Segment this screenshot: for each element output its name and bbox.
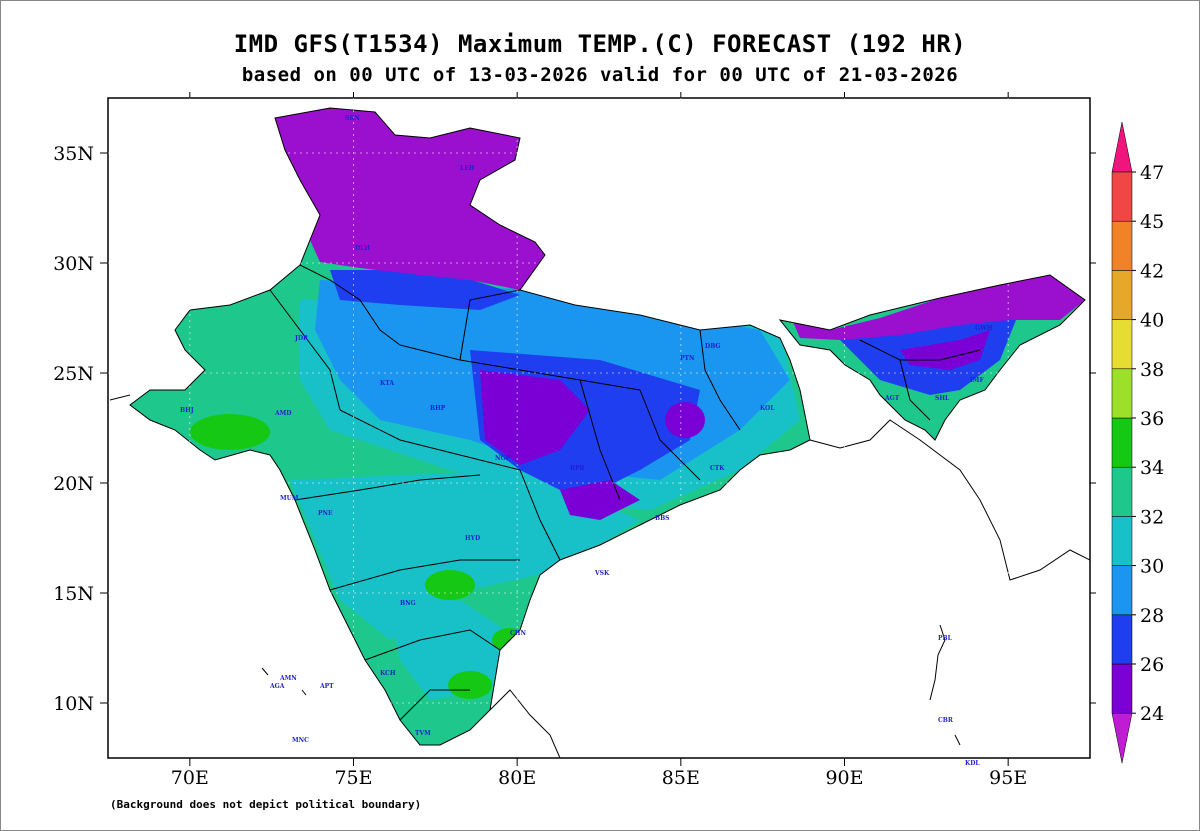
station-label-layer: SRN DLH JDR KTA BHP NGP RPR PTN KOL GWH IMF AMD BHJ M… xyxy=(180,115,993,767)
station-label: PNE xyxy=(318,510,333,517)
colorbar-bin xyxy=(1111,516,1133,566)
lat-label: 35N xyxy=(53,143,94,165)
lat-label: 20N xyxy=(53,473,94,495)
station-label: BBS xyxy=(655,515,669,522)
colorbar-label: 42 xyxy=(1140,260,1164,282)
colorbar-bin xyxy=(1111,319,1133,370)
lat-label: 10N xyxy=(53,693,94,715)
station-label: SHL xyxy=(935,395,950,402)
station-label: DLH xyxy=(355,245,370,252)
station-label: IMF xyxy=(970,377,984,384)
station-label: AMN xyxy=(279,675,297,682)
colorbar-bin xyxy=(1111,614,1133,665)
colorbar-label: 24 xyxy=(1140,703,1164,725)
chart-title: IMD GFS(T1534) Maximum TEMP.(C) FORECAST… xyxy=(233,30,967,58)
station-label: RPR xyxy=(570,465,585,472)
station-label: LEH xyxy=(460,165,475,172)
lon-label: 70E xyxy=(171,767,209,789)
station-label: HYD xyxy=(465,535,480,542)
station-label: BHJ xyxy=(180,407,194,414)
station-label: JDR xyxy=(294,335,309,342)
station-label: MNC xyxy=(292,737,309,744)
lat-label: 25N xyxy=(53,363,94,385)
colorbar-bin xyxy=(1111,220,1133,271)
colorbar-label: 30 xyxy=(1140,556,1164,578)
station-label: APT xyxy=(319,683,334,690)
footnote: (Background does not depict political bo… xyxy=(110,798,422,811)
colorbar-label: 38 xyxy=(1140,359,1164,381)
colorbar-label: 32 xyxy=(1140,506,1164,528)
colorbar-bin xyxy=(1111,565,1133,616)
colorbar-label: 36 xyxy=(1140,408,1164,430)
lon-label: 80E xyxy=(498,767,536,789)
colorbar-label: 34 xyxy=(1140,457,1164,479)
lon-label: 75E xyxy=(334,767,372,789)
station-label: GWH xyxy=(975,325,993,332)
lon-label: 95E xyxy=(989,767,1027,789)
colorbar-under-arrow xyxy=(1111,712,1133,764)
station-label: AMD xyxy=(274,410,292,417)
colorbar-label: 45 xyxy=(1140,211,1164,233)
lon-label: 85E xyxy=(662,767,700,789)
station-label: CHN xyxy=(510,630,526,637)
colorbar-bin xyxy=(1111,171,1133,222)
boundary-lines xyxy=(109,107,1090,758)
station-label: NGP xyxy=(495,455,511,462)
station-label: KOL xyxy=(760,405,775,412)
colorbar-bin xyxy=(1111,417,1133,468)
station-label: BHP xyxy=(430,405,446,412)
colorbar: 24 26 28 30 32 34 36 38 40 42 45 47 xyxy=(1111,121,1164,764)
colorbar-label: 28 xyxy=(1140,605,1164,627)
colorbar-bin xyxy=(1111,368,1133,419)
station-label: KTA xyxy=(380,380,394,387)
station-label: AGA xyxy=(269,683,285,690)
chart-subtitle: based on 00 UTC of 13-03-2026 valid for … xyxy=(241,64,959,86)
lat-label: 15N xyxy=(53,583,94,605)
station-label: CBR xyxy=(938,717,954,724)
station-label: PTN xyxy=(680,355,695,362)
station-label: CTK xyxy=(710,465,725,472)
lat-label: 30N xyxy=(53,253,94,275)
colorbar-bin xyxy=(1111,466,1133,517)
station-label: VSK xyxy=(594,570,610,577)
station-label: DBG xyxy=(705,343,721,350)
lon-label: 90E xyxy=(825,767,863,789)
station-label: PBL xyxy=(938,635,953,642)
colorbar-bin xyxy=(1111,270,1133,320)
station-label: TVM xyxy=(415,730,431,737)
axes: 35N 30N 25N 20N 15N 10N 70E 75E 80E 85E 90E 95E xyxy=(53,92,1096,789)
colorbar-bin xyxy=(1111,663,1133,714)
station-label: BNG xyxy=(400,600,416,607)
colorbar-label: 47 xyxy=(1140,162,1164,184)
colorbar-label: 26 xyxy=(1140,654,1164,676)
colorbar-label: 40 xyxy=(1140,310,1164,332)
grid-lines xyxy=(108,98,1090,758)
station-label: KCH xyxy=(380,670,396,677)
station-label: KDL xyxy=(965,760,980,767)
station-label: AGT xyxy=(884,395,900,402)
station-label: SRN xyxy=(345,115,360,122)
colorbar-over-arrow xyxy=(1111,121,1133,173)
station-label: MUM xyxy=(280,495,299,502)
